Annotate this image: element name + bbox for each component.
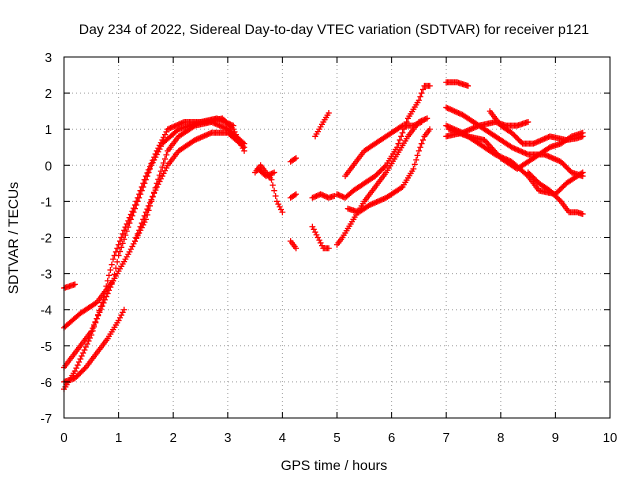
data-marker-group <box>344 126 433 216</box>
series-track-10 <box>287 238 299 252</box>
data-marker-group <box>61 115 248 393</box>
y-tick-label: -5 <box>40 339 52 354</box>
data-marker-group <box>342 119 425 180</box>
data-marker-group <box>287 191 299 201</box>
x-tick-label: 8 <box>497 430 504 445</box>
x-tick-label: 2 <box>170 430 177 445</box>
y-tick-label: -2 <box>40 231 52 246</box>
grid <box>64 57 610 418</box>
x-tick-label: 5 <box>333 430 340 445</box>
y-tick-label: -3 <box>40 267 52 282</box>
y-tick-label: -4 <box>40 303 52 318</box>
x-tick-label: 7 <box>443 430 450 445</box>
data-marker-group <box>132 129 248 245</box>
y-tick-label: 3 <box>45 50 52 65</box>
x-tick-label: 1 <box>115 430 122 445</box>
data-marker-group <box>334 115 431 248</box>
data-marker-group <box>525 169 586 217</box>
data-marker-group <box>287 155 299 165</box>
y-tick-label: -7 <box>40 411 52 426</box>
x-axis-label: GPS time / hours <box>281 457 388 473</box>
y-tick-label: 2 <box>45 86 52 101</box>
data-points <box>61 79 586 393</box>
series-track-15 <box>334 115 431 248</box>
data-marker-group <box>287 238 299 252</box>
series-track-6 <box>132 129 248 245</box>
y-tick-label: 0 <box>45 158 52 173</box>
x-tick-label: 4 <box>279 430 286 445</box>
y-tick-label: -1 <box>40 194 52 209</box>
x-tick-label: 9 <box>552 430 559 445</box>
data-marker-group <box>61 115 237 371</box>
series-track-11 <box>287 191 299 201</box>
series-track-14 <box>309 223 332 252</box>
axis-ticks: 0 1 2 3 4 5 6 7 8 9 10 -7 -6 -5 -4 -3 -2 -1 0 1 2 3 <box>40 50 617 445</box>
x-tick-label: 0 <box>60 430 67 445</box>
series-track-12 <box>312 110 332 140</box>
data-marker-group <box>309 223 332 252</box>
x-tick-label: 10 <box>603 430 617 445</box>
x-tick-label: 6 <box>388 430 395 445</box>
x-tick-label: 3 <box>224 430 231 445</box>
chart-title: Day 234 of 2022, Sidereal Day-to-day VTE… <box>79 21 589 37</box>
series-track-24 <box>486 108 586 147</box>
series-track-3 <box>61 115 237 371</box>
series-track-18 <box>344 126 433 216</box>
data-marker-group <box>309 191 338 201</box>
data-marker-group <box>443 79 471 89</box>
data-marker-group <box>312 110 332 140</box>
series-track-25 <box>525 169 586 217</box>
y-tick-label: 1 <box>45 122 52 137</box>
series-track-17 <box>342 119 425 180</box>
y-tick-label: -6 <box>40 375 52 390</box>
series-track-9 <box>287 155 299 165</box>
series-track-8 <box>254 165 278 180</box>
series-track-16 <box>334 82 433 201</box>
data-marker-group <box>254 165 278 180</box>
series-track-19 <box>443 79 471 89</box>
data-marker-group <box>486 108 586 147</box>
series-track-5 <box>61 115 248 393</box>
data-marker-group <box>334 82 433 201</box>
series-track-13 <box>309 191 338 201</box>
y-axis-label: SDTVAR / TECUs <box>5 182 21 294</box>
